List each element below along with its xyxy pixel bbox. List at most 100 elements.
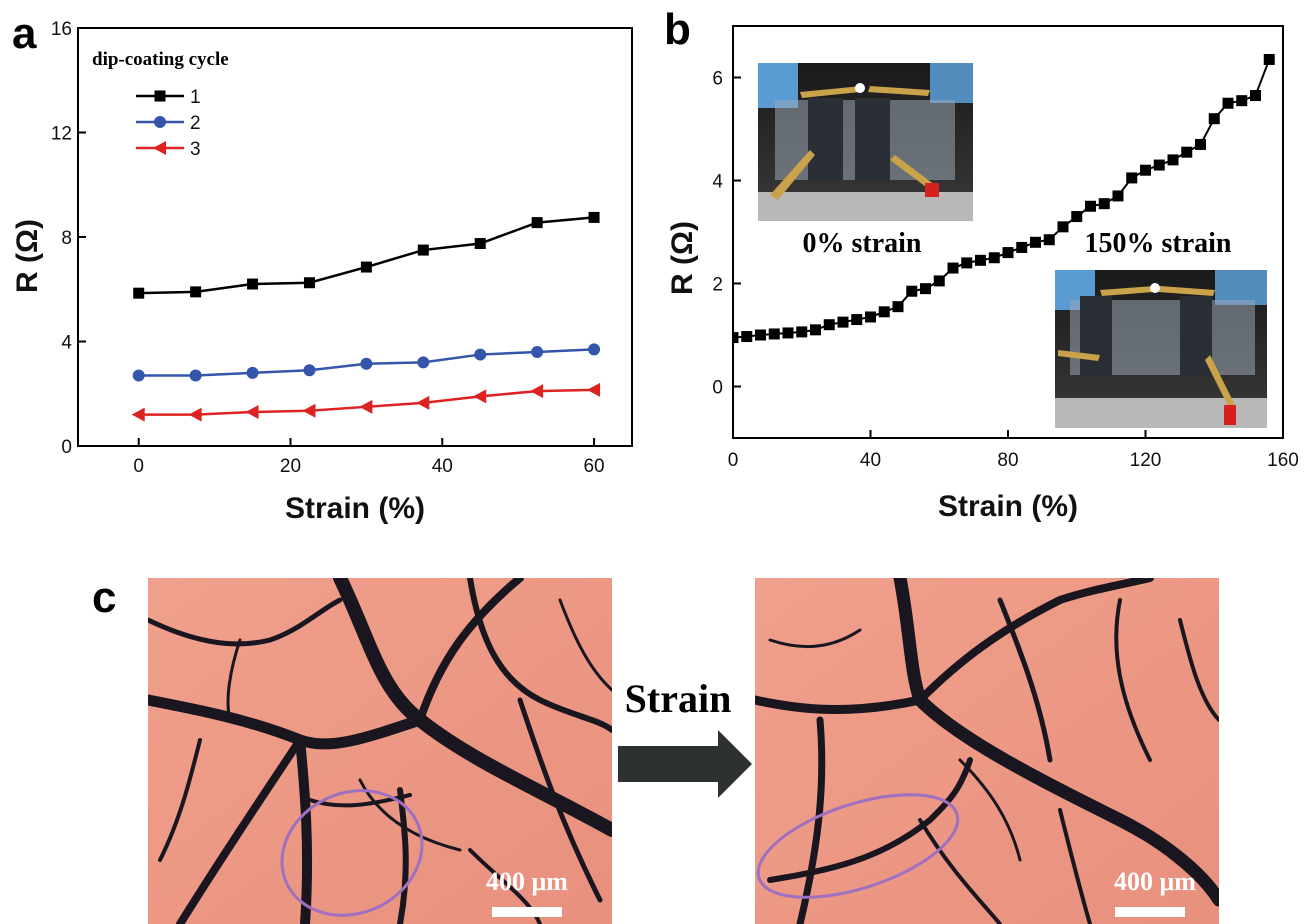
chart-b-ytick-label: 2 <box>712 275 723 296</box>
scale-bar-after <box>1115 907 1185 917</box>
chart-a-point-2 <box>360 357 373 370</box>
chart-a-series-line-1 <box>138 216 595 295</box>
chart-b-point <box>906 285 918 297</box>
chart-b-xtick-label: 160 <box>1267 450 1299 471</box>
chart-a-xlabel: Strain (%) <box>285 492 425 525</box>
chart-b-ylabel: R (Ω) <box>666 221 699 295</box>
chart-a-point-1 <box>417 244 429 256</box>
micrograph-before-strain: 400 μm <box>148 578 612 924</box>
chart-a-xtick-label: 0 <box>133 456 144 477</box>
chart-a-point-1 <box>303 277 315 289</box>
chart-b: 0 40 80 120 160 0 2 4 6 0% strain 150% strain <box>666 25 1299 523</box>
chart-b-point <box>1126 172 1138 184</box>
chart-a-point-3 <box>530 384 544 399</box>
chart-a-series-line-3 <box>138 388 595 416</box>
panel-letter-b: b <box>664 5 691 54</box>
chart-b-point <box>1071 211 1083 223</box>
inset-caption-150-strain: 150% strain <box>1085 228 1232 259</box>
chart-a-ytick-label: 0 <box>61 437 72 458</box>
chart-a-point-3 <box>416 395 430 410</box>
chart-a-ytick-label: 12 <box>51 124 72 145</box>
chart-a-point-3 <box>302 403 316 418</box>
chart-b-point <box>1016 241 1028 253</box>
chart-b-xtick-label: 120 <box>1130 450 1162 471</box>
chart-b-point <box>961 257 973 269</box>
strain-arrow-label: Strain <box>625 676 732 721</box>
chart-a-ytick-label: 4 <box>61 333 72 354</box>
chart-b-point <box>1098 198 1110 210</box>
strain-arrow-icon <box>618 730 752 798</box>
chart-a-legend-label: 3 <box>190 139 201 160</box>
panel-letter-a: a <box>12 9 37 58</box>
chart-a-point-2 <box>132 369 145 382</box>
chart-b-point <box>1195 138 1206 150</box>
chart-b-point <box>878 306 890 318</box>
chart-a-xtick-label: 20 <box>280 456 301 477</box>
chart-b-point <box>1043 234 1055 246</box>
chart-b-point <box>933 275 945 287</box>
chart-b-point <box>1263 53 1275 65</box>
chart-b-point <box>810 324 821 336</box>
chart-b-xtick-label: 0 <box>728 450 739 471</box>
panel-letter-c: c <box>92 573 116 622</box>
chart-a-point-1 <box>531 217 543 229</box>
chart-b-point <box>782 327 794 339</box>
chart-b-point <box>1181 146 1193 158</box>
chart-b-point <box>865 311 876 323</box>
scale-bar-label-before: 400 μm <box>486 867 568 896</box>
chart-b-point <box>1208 113 1220 125</box>
chart-a-point-2 <box>189 369 202 382</box>
inset-caption-0-strain: 0% strain <box>803 228 922 259</box>
chart-a-point-1 <box>588 211 600 223</box>
chart-a-point-1 <box>190 286 202 298</box>
chart-b-point <box>1057 221 1069 233</box>
chart-a-legend: dip-coating cycle 1 2 3 <box>92 49 229 160</box>
chart-a-ylabel: R (Ω) <box>11 219 44 293</box>
chart-a-point-1 <box>247 278 259 290</box>
chart-b-point <box>1236 95 1248 107</box>
chart-a-point-2 <box>303 364 316 377</box>
chart-b-point <box>1030 236 1041 248</box>
chart-b-point <box>1153 159 1165 171</box>
chart-a-point-2 <box>246 366 259 379</box>
chart-a-point-3 <box>131 407 145 422</box>
chart-a-point-3 <box>188 407 202 422</box>
chart-a-ytick-label: 8 <box>61 228 72 249</box>
chart-b-point <box>975 254 986 266</box>
chart-b-point <box>1222 97 1234 109</box>
micrograph-panel: 400 μm Strain 400 μm <box>148 578 1219 924</box>
chart-b-point <box>1250 90 1261 102</box>
chart-a-legend-label: 1 <box>190 87 201 108</box>
chart-a-legend-marker <box>154 116 166 128</box>
chart-b-point <box>755 329 766 341</box>
chart-b-point <box>741 331 753 343</box>
chart-b-point <box>1112 190 1124 202</box>
chart-b-point <box>823 319 835 331</box>
chart-b-ytick-label: 6 <box>712 69 723 90</box>
chart-b-point <box>768 328 780 340</box>
chart-a-point-1 <box>133 287 145 299</box>
chart-b-point <box>1085 200 1096 212</box>
highlight-ellipse-after <box>756 793 960 899</box>
chart-b-point <box>947 262 959 274</box>
chart-a-ytick-label: 16 <box>51 19 72 40</box>
scale-bar-label-after: 400 μm <box>1114 867 1196 896</box>
chart-b-point <box>1167 154 1179 166</box>
chart-a-point-3 <box>473 389 487 404</box>
chart-b-point <box>837 316 849 328</box>
chart-b-point <box>1002 247 1014 259</box>
chart-b-point <box>988 252 1000 264</box>
chart-a-xtick-label: 60 <box>583 456 604 477</box>
chart-a-point-2 <box>531 345 544 358</box>
chart-a-point-2 <box>474 348 487 361</box>
chart-a-point-2 <box>588 343 601 356</box>
micrograph-after-strain: 400 μm <box>755 578 1219 924</box>
chart-b-xtick-label: 80 <box>997 450 1018 471</box>
chart-b-ytick-label: 0 <box>712 378 723 399</box>
inset-photo-0-strain <box>758 63 973 221</box>
chart-b-point <box>796 326 808 338</box>
chart-b-xlabel: Strain (%) <box>938 490 1078 523</box>
chart-b-point <box>892 301 904 313</box>
